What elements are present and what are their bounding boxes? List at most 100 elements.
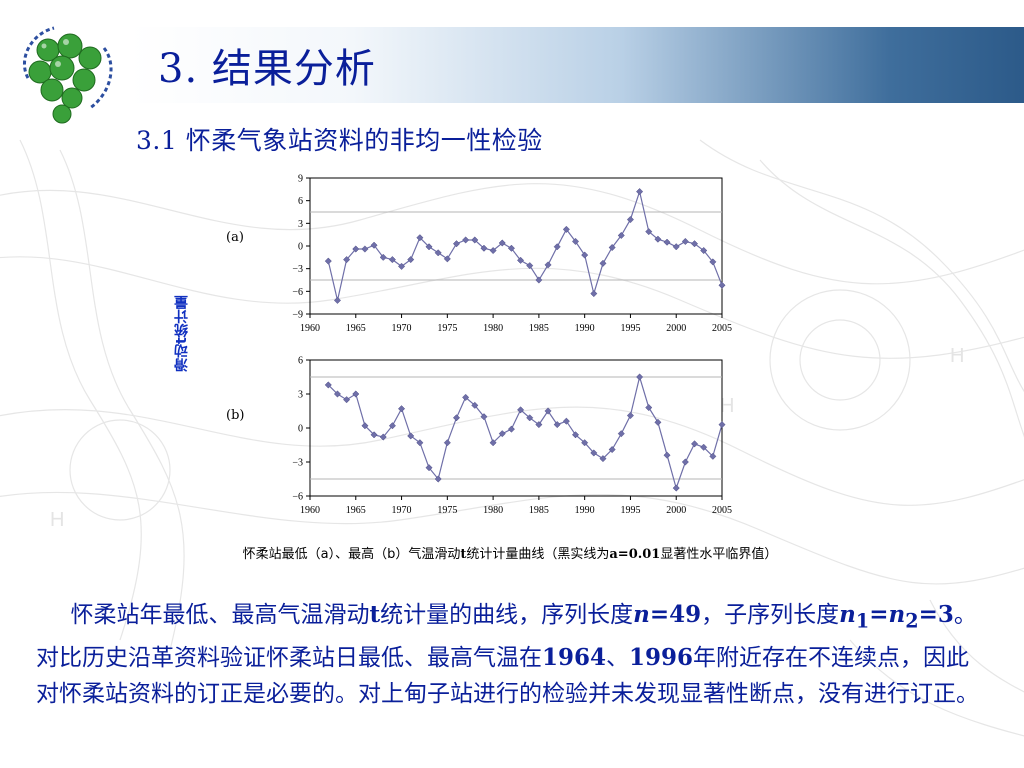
body-sep: 、 [606,644,630,671]
data-point-b-1974 [434,475,442,483]
y-tick-label-b-3: −3 [292,458,303,469]
data-point-a-1985 [535,276,543,284]
data-point-a-1995 [626,216,634,224]
data-point-b-2001 [681,458,689,466]
data-point-a-1981 [498,239,506,247]
data-point-a-1990 [581,251,589,259]
y-tick-label-a-3: 0 [298,242,303,253]
data-point-a-1972 [416,234,424,242]
body-y1: 1964 [542,643,607,671]
data-point-b-1966 [361,422,369,430]
data-point-a-1976 [452,240,461,248]
y-tick-label-a-0: 9 [298,174,303,185]
data-point-a-1983 [517,256,525,264]
data-point-b-1962 [324,381,332,389]
plot-frame-b [309,359,723,497]
body-p5: 年附近存在不连续点，因此对怀柔站资料的订正是必要的。对上甸子站进行的检验并未发现… [36,644,979,707]
panel-label-b: (b) [226,408,245,423]
body-n-val: =49 [649,601,702,628]
section-title: 3.1 怀柔气象站资料的非均一性检验 [136,126,543,155]
data-point-b-1968 [379,433,387,441]
y-tick-label-b-4: −6 [292,492,303,503]
x-tick-label-b-6: 1990 [575,505,595,516]
y-tick-label-b-2: 0 [298,424,303,435]
data-point-b-2002 [690,440,699,448]
x-tick-label-a-5: 1985 [529,323,549,334]
data-point-a-1991 [590,290,598,298]
data-point-b-1995 [626,411,634,420]
data-point-a-1967 [370,241,378,249]
caption-pre: 怀柔站最低（a）、最高（b）气温滑动 [242,547,461,562]
data-point-b-1993 [608,445,616,454]
x-tick-label-a-1: 1965 [346,323,366,334]
chart-b: 1960 1965 1970 1975 1980 1985 1990 1995 2000 2005… [292,356,732,517]
x-tick-label-b-2: 1970 [392,505,412,516]
data-point-b-1980 [489,439,497,447]
x-tick-label-b-8: 2000 [666,505,686,516]
data-point-a-1970 [398,262,406,270]
data-point-b-1988 [562,417,570,425]
data-point-a-1992 [599,259,607,267]
data-point-b-1984 [526,414,534,422]
body-n1: n [839,601,856,628]
data-point-a-1982 [507,244,515,252]
x-tick-label-b-7: 1995 [620,505,640,516]
data-point-a-1999 [663,238,671,246]
body-val: =3 [918,601,954,628]
x-tick-label-b-9: 2005 [712,505,732,516]
data-point-a-1964 [343,256,351,264]
data-point-a-1993 [608,243,616,252]
data-point-b-1994 [617,430,625,438]
x-tick-label-a-0: 1960 [300,323,320,334]
body-sub2: 2 [905,609,919,633]
x-tick-label-a-4: 1980 [483,323,503,334]
data-point-a-1974 [434,249,442,257]
series-line-a [327,189,723,301]
data-point-a-1980 [489,246,497,255]
data-point-b-1965 [352,390,360,398]
body-paragraph: 怀柔站年最低、最高气温滑动t统计量的曲线，序列长度n=49，子序列长度n1=n2… [36,597,986,712]
caption-alpha: a=0.01 [609,547,661,562]
data-point-b-1972 [416,439,424,447]
data-point-b-1977 [462,393,470,401]
data-point-b-2003 [700,443,708,451]
data-point-b-1973 [425,464,433,472]
body-p1: 怀柔站年最低、最高气温滑动 [70,602,370,628]
data-point-b-1979 [480,413,488,421]
svg-text:H: H [950,345,964,367]
data-point-a-1988 [562,225,570,233]
series-line-b [327,374,723,491]
body-p3: ，子序列长度 [701,602,840,628]
data-point-a-1965 [352,245,360,253]
figure-caption: 怀柔站最低（a）、最高（b）气温滑动t统计计量曲线（黑实线为a=0.01显著性水… [160,543,860,562]
data-point-b-1997 [645,404,653,412]
data-point-a-1966 [361,245,369,253]
data-point-a-1986 [544,261,552,269]
x-tick-label-b-4: 1980 [483,505,503,516]
data-point-a-1963 [333,296,342,304]
svg-text:H: H [720,395,734,417]
x-tick-label-a-7: 1995 [620,323,640,334]
data-point-b-1991 [590,449,598,457]
header-gradient-bar [130,27,1024,103]
chart-a: 1960 1965 1970 1975 1980 1985 1990 1995 2000 2005… [292,174,732,335]
x-tick-label-b-5: 1985 [529,505,549,516]
data-point-b-1998 [654,418,662,426]
data-point-b-1981 [498,430,506,438]
data-point-b-1982 [507,425,515,433]
data-point-a-1979 [480,244,488,252]
x-tick-label-a-6: 1990 [575,323,595,334]
data-point-a-1971 [407,256,415,264]
data-point-b-1964 [343,396,351,404]
data-point-b-1996 [636,373,644,381]
body-p4: 。对比历史沿革资料验证怀柔站日最低、最高气温在 [36,602,977,671]
caption-mid: 统计计量曲线（黑实线为 [466,547,610,562]
y-tick-label-a-6: −9 [292,310,303,321]
svg-text:H: H [50,509,64,531]
y-tick-label-a-2: 3 [298,219,303,230]
body-p2: 统计量的曲线，序列长度 [380,602,634,628]
y-tick-label-b-1: 3 [298,390,303,401]
data-point-a-1968 [379,253,387,261]
data-point-a-1975 [443,255,451,263]
body-n-var: n [633,601,650,628]
